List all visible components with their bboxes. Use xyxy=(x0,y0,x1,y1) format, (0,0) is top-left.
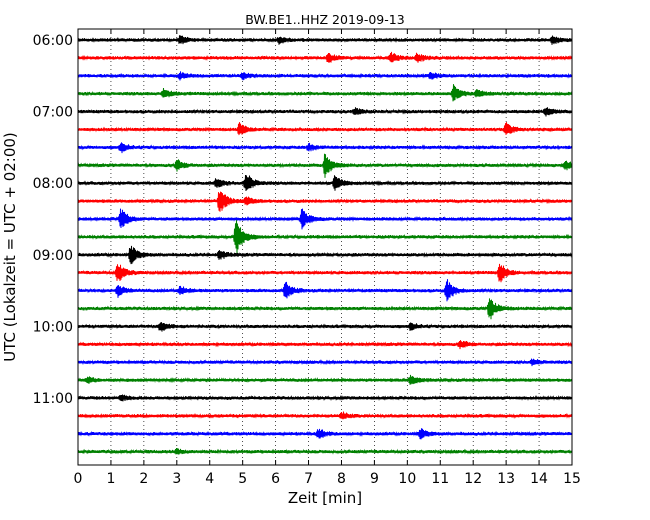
vertical-gridlines xyxy=(110,29,540,465)
y-tick-label: 09:00 xyxy=(33,248,73,264)
x-axis-ticks: 0 1 2 3 4 5 6 7 8 9 10 11 12 13 14 15 xyxy=(74,29,581,487)
trace-line xyxy=(77,142,573,154)
x-tick-label: 9 xyxy=(370,471,379,487)
y-axis-ticks: 06:00 07:00 08:00 09:00 10:00 11:00 xyxy=(33,33,572,407)
trace-line xyxy=(77,374,573,385)
trace-line xyxy=(77,122,573,136)
x-tick-label: 1 xyxy=(106,471,115,487)
trace-line xyxy=(77,71,573,81)
x-tick-label: 7 xyxy=(304,471,313,487)
trace-line xyxy=(77,322,573,332)
x-tick-label: 3 xyxy=(172,471,181,487)
x-tick-label: 14 xyxy=(530,471,548,487)
x-tick-label: 15 xyxy=(563,471,581,487)
x-axis-label: Zeit [min] xyxy=(288,489,362,507)
x-tick-label: 8 xyxy=(337,471,346,487)
trace-line xyxy=(77,51,573,63)
x-tick-label: 4 xyxy=(205,471,214,487)
y-tick-label: 11:00 xyxy=(33,391,73,407)
trace-line xyxy=(77,411,573,420)
y-axis-label: UTC (Lokalzeit = UTC + 02:00) xyxy=(1,132,19,362)
trace-line xyxy=(77,448,573,455)
chart-title: BW.BE1..HHZ 2019-09-13 xyxy=(245,12,404,27)
x-tick-label: 0 xyxy=(74,471,83,487)
x-tick-label: 12 xyxy=(464,471,482,487)
trace-line xyxy=(77,394,573,402)
trace-line xyxy=(77,174,573,192)
x-tick-label: 11 xyxy=(431,471,449,487)
x-tick-label: 10 xyxy=(398,471,416,487)
y-tick-label: 10:00 xyxy=(33,319,73,335)
trace-line xyxy=(77,298,573,320)
x-tick-label: 13 xyxy=(497,471,515,487)
y-tick-label: 08:00 xyxy=(33,176,73,192)
trace-line xyxy=(77,245,573,265)
trace-line xyxy=(77,340,573,350)
trace-line xyxy=(77,107,573,117)
x-tick-label: 6 xyxy=(271,471,280,487)
trace-line xyxy=(77,220,573,254)
trace-line xyxy=(77,191,573,212)
trace-line xyxy=(77,263,573,283)
y-tick-label: 07:00 xyxy=(33,105,73,121)
trace-line xyxy=(77,208,573,230)
trace-line xyxy=(77,153,573,178)
trace-line xyxy=(77,279,573,302)
x-tick-label: 2 xyxy=(139,471,148,487)
y-tick-label: 06:00 xyxy=(33,33,73,49)
trace-line xyxy=(77,358,573,367)
plot-frame xyxy=(77,28,573,466)
x-tick-label: 5 xyxy=(238,471,247,487)
trace-line xyxy=(77,35,573,45)
trace-line xyxy=(77,84,573,102)
trace-line xyxy=(77,428,573,440)
seismic-traces xyxy=(77,35,573,455)
